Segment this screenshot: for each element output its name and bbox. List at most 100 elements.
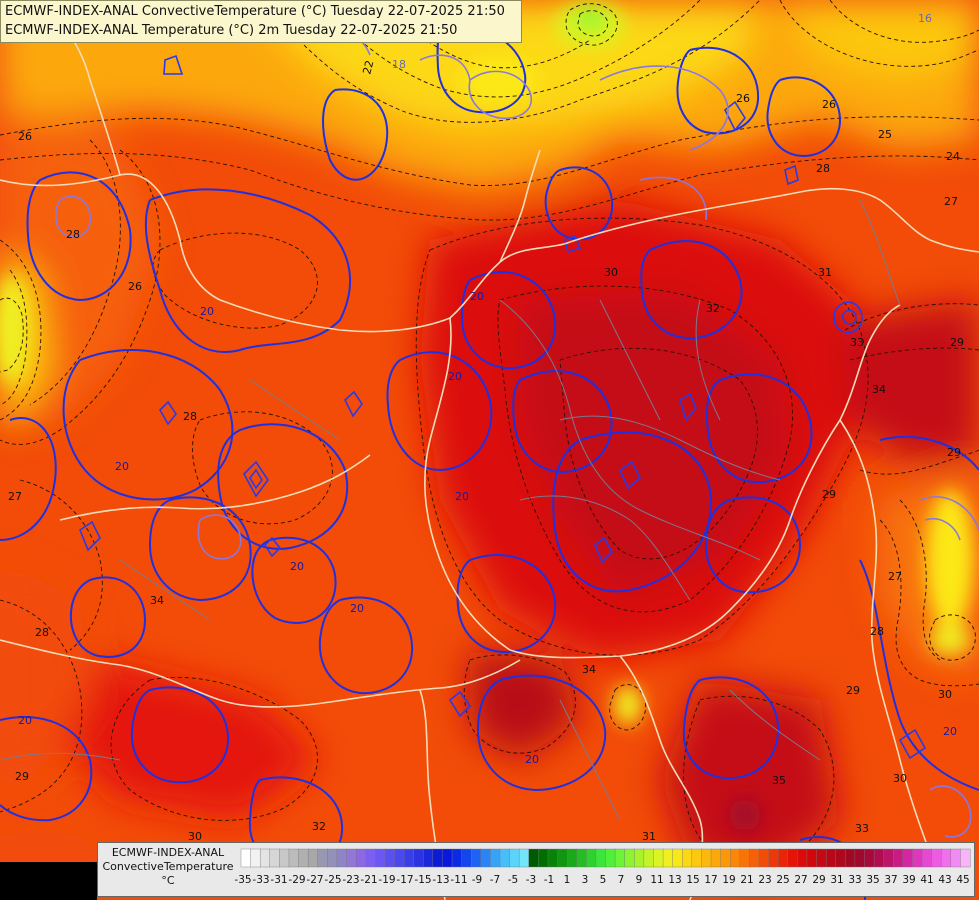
legend-tick-label: -9 [472,874,482,886]
legend-swatch [624,848,635,868]
legend-swatch [864,848,875,868]
contour-label: 26 [128,280,142,293]
legend-swatch [691,848,702,868]
legend-tick-label: 19 [722,874,735,886]
legend-swatch [893,848,904,868]
legend-swatch [432,848,443,868]
legend-tick-label: -5 [508,874,518,886]
legend-tick-label: -19 [378,874,395,886]
contour-label: 28 [35,626,49,639]
legend-tick-label: 7 [618,874,625,886]
legend-tick-label: 13 [668,874,681,886]
legend-swatch [307,848,319,868]
legend-swatch [710,848,722,868]
legend-swatch [403,848,415,868]
legend-swatch [269,848,280,868]
legend-tick-label: 21 [740,874,753,886]
legend-swatch [528,848,539,868]
legend-swatch [566,848,578,868]
contour-label: 27 [944,195,958,208]
contour-label: 20 [470,290,484,303]
legend-tick-label: 15 [686,874,699,886]
contour-label: 26 [822,98,836,111]
contour-label: 30 [893,772,907,785]
legend-tick-label: 39 [902,874,915,886]
legend-tick-label: -25 [324,874,341,886]
legend-title-unit: °C [161,874,175,887]
legend-tick-label: -31 [270,874,287,886]
legend-swatch [883,848,894,868]
contour-label: 30 [188,830,202,843]
legend-swatch [336,848,348,868]
legend-tick-label: -27 [306,874,323,886]
legend-tick-label: -1 [544,874,554,886]
legend-swatch [480,848,491,868]
legend-swatch [547,848,559,868]
legend-swatch [662,848,674,868]
contour-label: 26 [18,130,32,143]
legend-tick-label: 5 [600,874,607,886]
legend-tick-label: 9 [636,874,643,886]
contour-label: 29 [846,684,860,697]
legend-swatch [672,848,683,868]
legend-swatch [240,848,252,868]
contour-label: 20 [18,714,32,727]
contour-label: 16 [918,12,932,25]
legend-swatch [518,848,530,868]
legend-swatch [701,848,712,868]
legend-tick-label: -3 [526,874,536,886]
legend-tick-label: -11 [450,874,467,886]
contour-label: 33 [855,822,869,835]
legend-swatch [365,848,376,868]
contour-label: 34 [582,663,596,676]
legend-swatch [461,848,472,868]
contour-label: 30 [938,688,952,701]
legend-tick-label: -29 [288,874,305,886]
convective-temperature-contours [0,26,979,900]
legend-swatch [423,848,434,868]
legend-tick-label: -7 [490,874,500,886]
contour-label: 28 [183,410,197,423]
legend-tick-label: 27 [794,874,807,886]
legend-swatch [653,848,664,868]
legend-swatch [413,848,424,868]
contour-label: 31 [642,830,656,843]
legend-tick-label: -17 [396,874,413,886]
legend-colorbar: -35 -33 -31 -29 -27 -25 -23 -21 -19 -17 -15 -13 -11-… [234,848,971,886]
legend-swatch [941,848,952,868]
contour-label: 28 [816,162,830,175]
contour-label: 27 [8,490,22,503]
convective-small-cells [79,54,927,760]
contour-label: 24 [946,150,960,163]
legend-tick-label: 23 [758,874,771,886]
legend-swatch [854,848,865,868]
contour-label: 29 [950,336,964,349]
contour-label: 33 [850,336,864,349]
contour-label: 32 [312,820,326,833]
convective-light-contours [55,25,979,838]
legend-tick-label: 37 [884,874,897,886]
legend-swatch [643,848,654,868]
legend-swatch [921,848,933,868]
legend-tick-label: 1 [564,874,571,886]
legend-swatch [576,848,587,868]
legend-tick-label: 17 [704,874,717,886]
contour-label: 20 [943,725,957,738]
contour-label: 26 [736,92,750,105]
contour-label: 34 [150,594,164,607]
legend-swatch [595,848,607,868]
legend-swatch [327,848,338,868]
legend-swatch [499,848,511,868]
legend-swatch [912,848,923,868]
contour-label: 20 [290,560,304,573]
legend-swatch [730,848,741,868]
contour-label: 20 [115,460,129,473]
legend-swatch [873,848,885,868]
contour-label: 35 [772,774,786,787]
legend-swatch [442,848,453,868]
contour-label: 28 [66,228,80,241]
field-shading [0,0,979,880]
temperature-isotherms [0,0,979,865]
